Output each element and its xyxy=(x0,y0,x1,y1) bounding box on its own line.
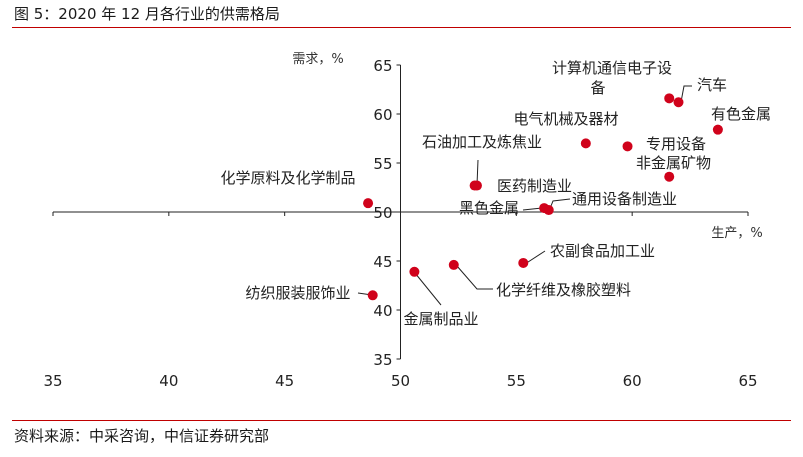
point-label: 黑色金属 xyxy=(459,199,519,217)
point-leader-line xyxy=(414,272,442,306)
data-point xyxy=(367,290,378,301)
x-tick-label: 35 xyxy=(43,372,62,390)
data-point xyxy=(543,205,554,216)
x-tick-label: 60 xyxy=(623,372,642,390)
y-tick-label: 35 xyxy=(373,351,392,369)
y-tick-label: 40 xyxy=(373,302,392,320)
point-label: 通用设备制造业 xyxy=(572,190,677,208)
y-tick-label: 65 xyxy=(373,57,392,75)
x-tick-label: 40 xyxy=(159,372,178,390)
figure-title: 图 5：2020 年 12 月各行业的供需格局 xyxy=(14,5,280,23)
data-point xyxy=(664,93,675,104)
point-label: 农副食品加工业 xyxy=(550,242,655,260)
point-label: 医药制造业 xyxy=(497,177,572,195)
bottom-rule xyxy=(12,420,791,421)
y-tick-label: 45 xyxy=(373,253,392,271)
data-point xyxy=(518,257,529,268)
data-point xyxy=(664,171,675,182)
point-label: 非金属矿物 xyxy=(636,154,711,172)
data-point xyxy=(471,180,482,191)
figure-source: 资料来源：中采咨询，中信证券研究部 xyxy=(14,427,270,445)
point-label: 计算机通信电子设 xyxy=(552,59,672,77)
data-point xyxy=(712,124,723,135)
point-label: 石油加工及炼焦业 xyxy=(422,133,542,151)
x-axis-title: 生产，% xyxy=(711,226,762,241)
x-tick-label: 50 xyxy=(391,372,410,390)
x-tick-label: 55 xyxy=(507,372,526,390)
x-tick-label: 45 xyxy=(275,372,294,390)
y-axis-title: 需求，% xyxy=(292,52,343,67)
data-point xyxy=(673,97,684,108)
point-label: 金属制品业 xyxy=(403,310,478,328)
y-tick-label: 55 xyxy=(373,155,392,173)
top-rule xyxy=(12,27,791,28)
data-point xyxy=(448,259,459,270)
point-leader-line xyxy=(522,207,543,211)
y-tick-label: 60 xyxy=(373,106,392,124)
point-label: 纺织服装服饰业 xyxy=(245,284,350,302)
point-label: 化学原料及化学制品 xyxy=(220,169,355,187)
point-leader-line xyxy=(456,265,493,290)
point-label: 汽车 xyxy=(697,76,727,94)
y-tick-label: 50 xyxy=(373,204,392,222)
point-label: 专用设备 xyxy=(646,135,706,153)
data-point xyxy=(409,266,420,277)
point-label: 化学纤维及橡胶塑料 xyxy=(496,281,631,299)
point-leader-line xyxy=(680,85,692,103)
point-label: 电气机械及器材 xyxy=(513,110,618,128)
point-leader-line xyxy=(524,250,546,265)
point-label: 有色金属 xyxy=(711,105,771,123)
point-label: 备 xyxy=(590,79,605,97)
data-point xyxy=(622,141,633,152)
data-point xyxy=(580,138,591,149)
data-point xyxy=(363,198,374,209)
x-tick-label: 65 xyxy=(738,372,757,390)
